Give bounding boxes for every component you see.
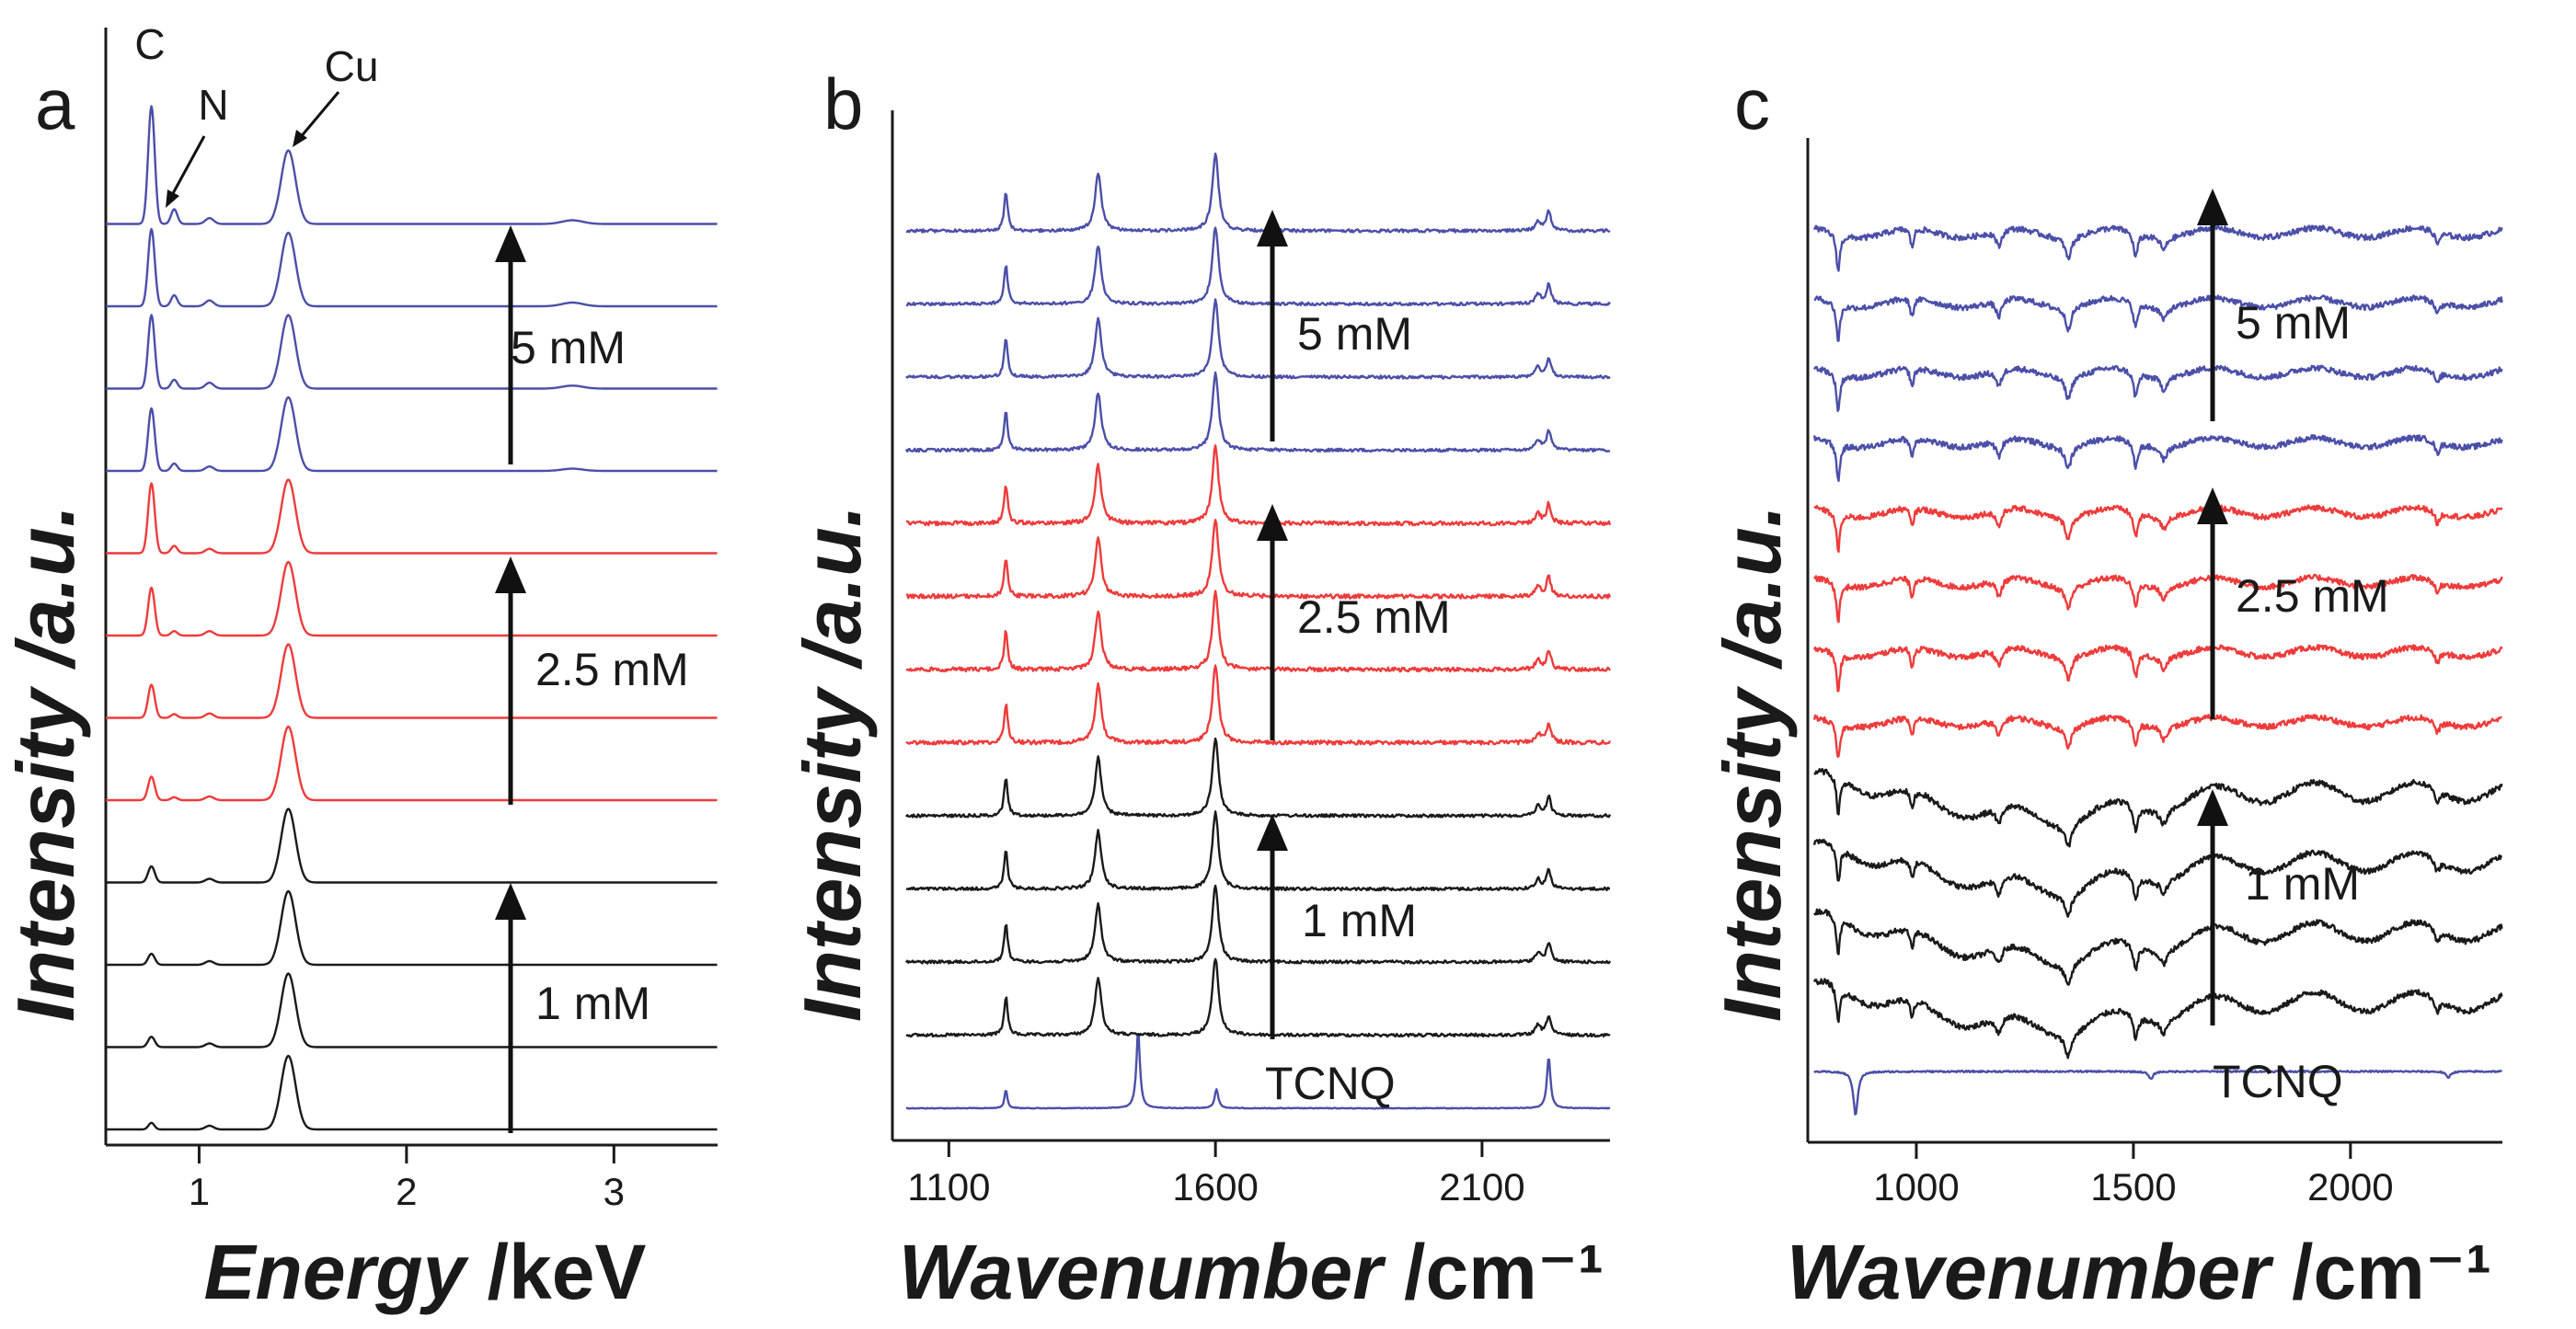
panel-c-letter: c (1734, 63, 1770, 144)
panel-a: a Intensity /a.u. Energy /keV 1 2 3 1 mM 2.… (0, 20, 718, 1315)
arrow-5mm-head (1257, 210, 1288, 246)
ir-trace (1812, 978, 2503, 1060)
arrow-2-5mm-head (1257, 504, 1288, 541)
panel-b-xtick-label: 1600 (1172, 1165, 1258, 1209)
raman-trace (905, 590, 1611, 673)
edx-trace (105, 972, 718, 1048)
edx-trace (105, 314, 718, 390)
tcnq-label: TCNQ (2213, 1056, 2343, 1107)
panel-b-xlabel: Wavenumber /cm⁻¹ (899, 1229, 1604, 1315)
ir-trace (1813, 504, 2503, 554)
ir-trace (1812, 838, 2502, 918)
panel-c-xlabel: Wavenumber /cm⁻¹ (1787, 1229, 2491, 1315)
ir-trace (1813, 1070, 2502, 1116)
raman-trace (905, 226, 1611, 307)
peak-label-c: C (134, 20, 165, 68)
raman-trace (904, 371, 1611, 453)
raman-trace (906, 810, 1611, 892)
panel-a-xlabel: Energy /keV (204, 1229, 647, 1315)
arrow-5mm-head (495, 225, 526, 262)
panel-a-xtick-label: 3 (604, 1170, 625, 1213)
peak-arrow-cu (298, 91, 340, 139)
peak-arrowhead-cu (293, 130, 307, 147)
raman-trace (905, 664, 1612, 746)
peak-label-n: N (198, 81, 228, 129)
arrow-2-5mm-head (495, 556, 526, 593)
panel-c-xlabel-main: Wavenumber (1787, 1229, 2274, 1315)
conc-label: 2.5 mM (535, 644, 689, 695)
panel-a-ylabel-group: Intensity /a.u. (0, 505, 91, 1022)
panel-b: b Intensity /a.u. Wavenumber /cm⁻¹ 1100 1… (787, 63, 1612, 1315)
ir-trace (1813, 294, 2503, 342)
panel-b-xtick-label: 2100 (1439, 1165, 1524, 1209)
panel-c-xtick-label: 2000 (2307, 1165, 2393, 1209)
conc-label: 5 mM (511, 322, 626, 373)
arrow-1mm-head (495, 883, 526, 920)
edx-trace (105, 808, 718, 884)
ir-trace (1812, 434, 2503, 483)
ir-trace (1812, 223, 2503, 272)
ir-trace (1813, 767, 2503, 848)
raman-trace (905, 884, 1612, 965)
raman-trace (905, 152, 1611, 234)
conc-label: 5 mM (1297, 308, 1412, 360)
conc-label: 2.5 mM (2236, 570, 2389, 622)
panel-a-ylabel: Intensity /a.u. (0, 505, 91, 1022)
edx-trace (105, 643, 718, 719)
panel-a-xtick-label: 1 (189, 1170, 210, 1213)
panel-a-letter: a (35, 63, 75, 144)
ir-trace (1813, 908, 2503, 986)
conc-label: 1 mM (2245, 858, 2360, 910)
edx-trace (105, 889, 718, 967)
panel-b-xtick-label: 1100 (907, 1165, 990, 1209)
ir-trace (1813, 364, 2503, 412)
edx-trace (105, 105, 718, 225)
ir-trace (1813, 573, 2503, 624)
panel-c-ylabel-group: Intensity /a.u. (1707, 505, 1798, 1022)
panel-b-xlabel-main: Wavenumber (899, 1229, 1386, 1315)
peak-arrow-n (169, 135, 206, 198)
panel-c-xtick-label: 1000 (1873, 1165, 1959, 1209)
raman-trace (905, 444, 1612, 527)
ir-trace (1812, 644, 2503, 693)
edx-trace (105, 478, 718, 555)
peak-label-cu: Cu (325, 42, 379, 90)
panel-c-xlabel-unit: /cm⁻¹ (2271, 1229, 2491, 1315)
raman-trace (905, 957, 1611, 1038)
panel-c: c Intensity /a.u. Wavenumber /cm⁻¹ 1000 1… (1707, 63, 2503, 1315)
peak-arrowhead-n (166, 189, 179, 208)
edx-trace (105, 395, 718, 473)
panel-b-ylabel: Intensity /a.u. (787, 505, 878, 1022)
raman-trace (905, 1034, 1611, 1110)
raman-trace (905, 519, 1612, 600)
conc-label: 5 mM (2236, 297, 2351, 349)
panel-a-xlabel-unit: /keV (466, 1229, 646, 1315)
panel-b-letter: b (823, 63, 863, 144)
panel-b-ylabel-group: Intensity /a.u. (787, 505, 878, 1022)
tcnq-label: TCNQ (1265, 1058, 1396, 1109)
panel-b-xlabel-unit: /cm⁻¹ (1383, 1229, 1604, 1315)
panel-c-ylabel: Intensity /a.u. (1707, 505, 1798, 1022)
panel-a-xlabel-main: Energy (204, 1229, 470, 1315)
ir-trace (1812, 714, 2502, 758)
arrow-1mm-head (1257, 814, 1288, 851)
arrow-5mm-head (2197, 189, 2228, 225)
edx-trace (105, 725, 718, 802)
arrow-2-5mm-head (2197, 487, 2228, 524)
edx-trace (105, 560, 718, 637)
panel-c-xtick-label: 1500 (2090, 1165, 2176, 1209)
conc-label: 2.5 mM (1297, 591, 1451, 643)
arrow-1mm-head (2197, 789, 2228, 826)
raman-trace (905, 737, 1612, 819)
edx-trace (105, 1054, 718, 1131)
panel-a-xtick-label: 2 (396, 1170, 417, 1213)
conc-label: 1 mM (1302, 895, 1417, 946)
conc-label: 1 mM (535, 978, 650, 1029)
raman-trace (905, 298, 1611, 380)
edx-trace (105, 227, 718, 308)
